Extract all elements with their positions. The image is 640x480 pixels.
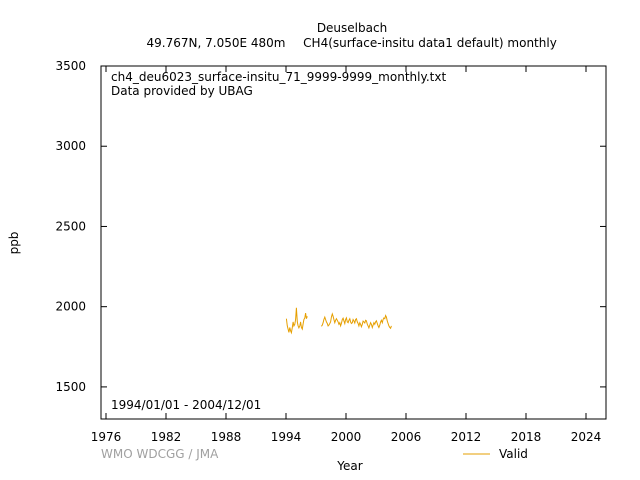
series-line xyxy=(285,307,392,335)
chart-title-location: 49.767N, 7.050E 480m xyxy=(147,36,286,50)
legend-label: Valid xyxy=(499,447,528,461)
x-tick-label: 2012 xyxy=(451,430,482,444)
date-range-label: 1994/01/01 - 2004/12/01 xyxy=(111,398,261,412)
x-tick-label: 1988 xyxy=(211,430,242,444)
y-tick-label: 3500 xyxy=(55,59,86,73)
x-tick-label: 1976 xyxy=(91,430,122,444)
watermark: WMO WDCGG / JMA xyxy=(101,447,219,461)
x-tick-label: 2018 xyxy=(511,430,542,444)
x-axis: 1976 1982 1988 1994 2000 2006 2012 2018 2024 xyxy=(91,66,602,444)
y-axis-label: ppb xyxy=(7,232,21,255)
plot-frame xyxy=(100,65,607,420)
chart-title-series: CH4(surface-insitu data1 default) monthl… xyxy=(303,36,557,50)
x-tick-label: 2006 xyxy=(391,430,422,444)
x-tick-label: 2024 xyxy=(571,430,602,444)
y-tick-label: 1500 xyxy=(55,380,86,394)
legend: Valid xyxy=(463,447,528,461)
y-tick-label: 2500 xyxy=(55,219,86,233)
x-axis-label: Year xyxy=(336,459,362,473)
x-tick-label: 1994 xyxy=(271,430,302,444)
y-tick-label: 2000 xyxy=(55,300,86,314)
chart-title-station: Deuselbach xyxy=(317,21,387,35)
x-tick-label: 1982 xyxy=(151,430,182,444)
file-label: ch4_deu6023_surface-insitu_71_9999-9999_… xyxy=(111,70,446,84)
x-tick-label: 2000 xyxy=(331,430,362,444)
series-layer xyxy=(285,307,392,335)
provider-label: Data provided by UBAG xyxy=(111,84,253,98)
y-axis: 1500 2000 2500 3000 3500 xyxy=(55,59,606,394)
y-tick-label: 3000 xyxy=(55,139,86,153)
